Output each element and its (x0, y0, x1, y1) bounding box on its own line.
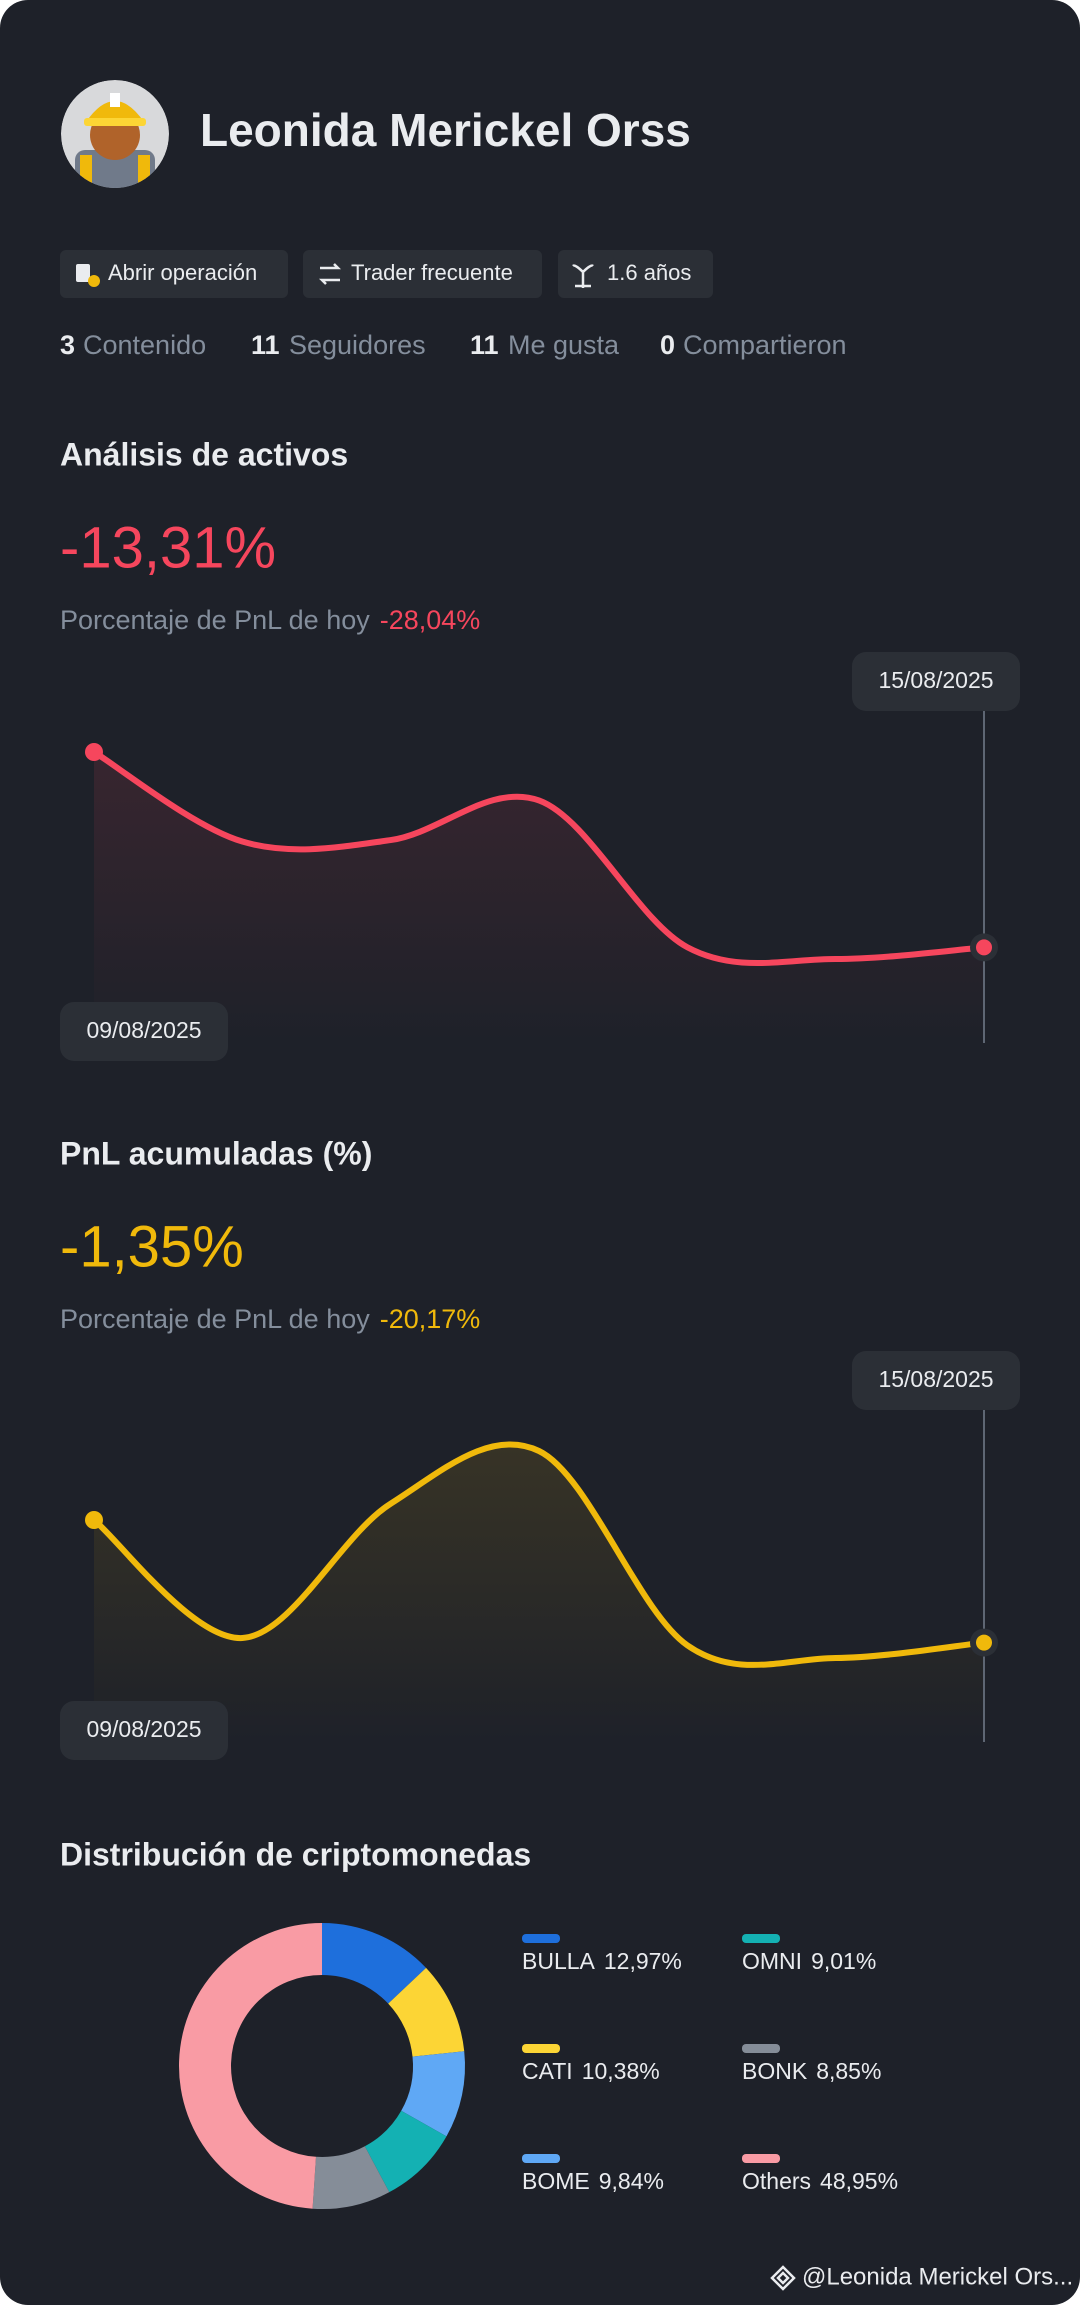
legend-entry: BONK 8,85% (742, 2058, 881, 2084)
legend-name: CATI (522, 2058, 573, 2084)
badge-icon (318, 263, 342, 285)
badge-label: Trader frecuente (351, 260, 513, 285)
date-callout (852, 1351, 1020, 1410)
legend-value: 9,84% (599, 2168, 664, 2194)
legend-value: 9,01% (811, 1948, 876, 1974)
headline-value: -1,35% (60, 1214, 244, 1279)
donut-slice (401, 2051, 466, 2137)
badge-label: Abrir operación (108, 260, 257, 285)
badge-icon (572, 264, 594, 288)
donut-slice (388, 1967, 465, 2057)
start-point (85, 1511, 103, 1529)
subtitle-label: Porcentaje de PnL de hoy (60, 605, 370, 635)
stat-label: Compartieron (683, 330, 847, 360)
legend-entry: Others 48,95% (742, 2168, 898, 2194)
area (94, 1444, 984, 1742)
subtitle-value: -20,17% (380, 1304, 481, 1334)
legend-value: 12,97% (604, 1948, 682, 1974)
donut-slice (364, 2110, 447, 2193)
headline-value: -13,31% (60, 515, 276, 580)
legend-swatch (522, 2044, 560, 2053)
donut-slice (178, 1923, 322, 2209)
badge (558, 250, 713, 298)
section-title: Análisis de activos (60, 436, 348, 472)
date-label: 09/08/2025 (86, 1017, 201, 1043)
legend-name: BOME (522, 2168, 590, 2194)
stat-label: Seguidores (289, 330, 426, 360)
legend-value: 8,85% (816, 2058, 881, 2084)
legend-name: Others (742, 2168, 811, 2194)
stat-count: 11 (251, 330, 280, 360)
line (91, 749, 987, 967)
legend-name: BULLA (522, 1948, 596, 1974)
date-label: 15/08/2025 (878, 667, 993, 693)
subtitle-label: Porcentaje de PnL de hoy (60, 1304, 370, 1334)
badges: Abrir operación Trader frecuente 1.6 año… (60, 250, 713, 298)
badge (303, 250, 542, 298)
date-callout (60, 1701, 228, 1760)
footer: @Leonida Merickel Ors... (770, 2263, 1073, 2291)
legend-value: 48,95% (820, 2168, 898, 2194)
footer-handle: @Leonida Merickel Ors... (802, 2263, 1073, 2290)
legend-entry: BOME 9,84% (522, 2168, 664, 2194)
end-point (976, 939, 992, 956)
donut-slice (322, 1923, 427, 2004)
legend-entry: OMNI 9,01% (742, 1948, 876, 1974)
badge-icon (88, 275, 100, 287)
stat-count: 0 (660, 330, 675, 360)
legend-entry: CATI 10,38% (522, 2058, 660, 2084)
legend-value: 10,38% (582, 2058, 660, 2084)
stat-count: 11 (470, 330, 499, 360)
legend-swatch (522, 2154, 560, 2163)
legend-swatch (522, 1934, 560, 1943)
donut-slice (312, 2146, 390, 2209)
section-title: Distribución de criptomonedas (60, 1836, 531, 1872)
date-callout (60, 1002, 228, 1061)
section-title: PnL acumuladas (%) (60, 1135, 372, 1171)
subtitle: Porcentaje de PnL de hoy -28,04% (60, 605, 480, 635)
stat-count: 3 (60, 330, 75, 360)
profile-name: Leonida Merickel Orss (200, 104, 691, 156)
badge-icon (76, 264, 90, 282)
legend-entry: BULLA 12,97% (522, 1948, 682, 1974)
subtitle: Porcentaje de PnL de hoy -20,17% (60, 1304, 480, 1334)
subtitle-value: -28,04% (380, 605, 481, 635)
date-label: 15/08/2025 (878, 1366, 993, 1392)
legend-name: BONK (742, 2058, 808, 2084)
stats: 3 Contenido 11 Seguidores 11 Me gusta 0 … (60, 330, 847, 360)
stat-label: Me gusta (508, 330, 620, 360)
end-point (976, 1634, 992, 1651)
badge-label: 1.6 años (607, 260, 691, 285)
legend-name: OMNI (742, 1948, 802, 1974)
area (94, 752, 984, 1043)
date-label: 09/08/2025 (86, 1716, 201, 1742)
start-point (85, 743, 103, 761)
badge (60, 250, 288, 298)
logo (770, 2265, 796, 2291)
line (91, 1441, 987, 1668)
legend-swatch (742, 2044, 780, 2053)
legend-swatch (742, 1934, 780, 1943)
date-callout (852, 652, 1020, 711)
stat-label: Contenido (83, 330, 206, 360)
legend-swatch (742, 2154, 780, 2163)
